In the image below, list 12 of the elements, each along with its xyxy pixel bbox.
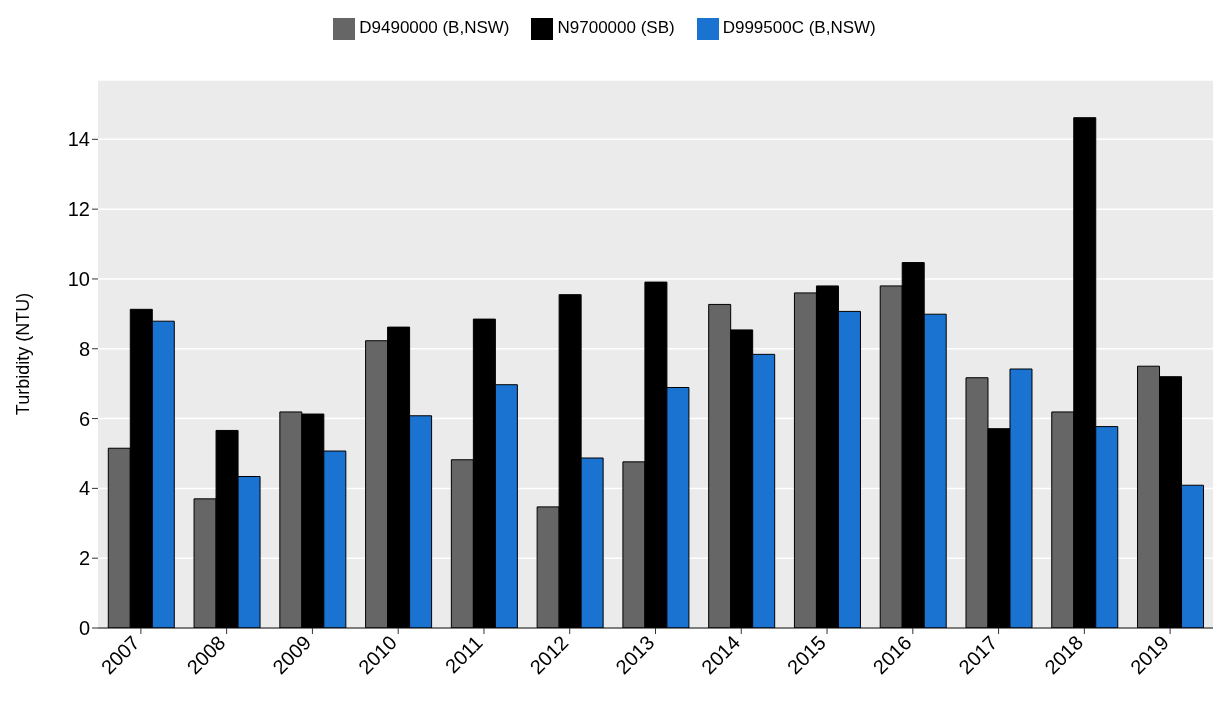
y-tick-label: 6: [78, 407, 90, 430]
y-tick-label: 0: [78, 617, 90, 640]
y-tick-label: 8: [78, 337, 90, 360]
y-tick-label: 2: [78, 547, 90, 570]
y-tick-label: 10: [67, 268, 90, 291]
legend-label: N9700000 (SB): [557, 18, 675, 38]
y-tick-label: 12: [67, 198, 90, 221]
y-tick-label: 14: [67, 128, 90, 151]
y-tick-label: 4: [78, 477, 90, 500]
y-axis-title: Turbidity (NTU): [13, 292, 34, 416]
legend-label: D999500C (B,NSW): [722, 18, 876, 38]
legend-label: D9490000 (B,NSW): [359, 18, 510, 38]
